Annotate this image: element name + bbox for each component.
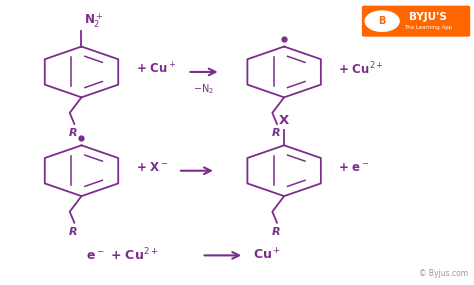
Text: $-\mathrm{N}_2$: $-\mathrm{N}_2$: [193, 82, 215, 96]
Text: + e$^-$: + e$^-$: [338, 161, 370, 174]
Text: R: R: [271, 128, 280, 138]
Text: X: X: [279, 114, 289, 127]
Text: Cu$^+$: Cu$^+$: [253, 248, 281, 263]
Text: R: R: [69, 128, 77, 138]
Text: B: B: [378, 16, 386, 26]
Text: R: R: [69, 227, 77, 237]
Text: e$^-$ + Cu$^{2+}$: e$^-$ + Cu$^{2+}$: [86, 247, 159, 264]
Text: N$_2^+$: N$_2^+$: [84, 11, 103, 30]
Text: © Byjus.com: © Byjus.com: [419, 269, 468, 278]
FancyBboxPatch shape: [362, 6, 470, 37]
Text: + Cu$^+$: + Cu$^+$: [136, 62, 176, 77]
Text: + Cu$^{2+}$: + Cu$^{2+}$: [338, 61, 384, 78]
Text: BYJU'S: BYJU'S: [409, 12, 447, 22]
Text: The Learning App: The Learning App: [404, 25, 452, 30]
Text: + X$^-$: + X$^-$: [136, 161, 168, 174]
Text: R: R: [271, 227, 280, 237]
Circle shape: [365, 11, 399, 31]
